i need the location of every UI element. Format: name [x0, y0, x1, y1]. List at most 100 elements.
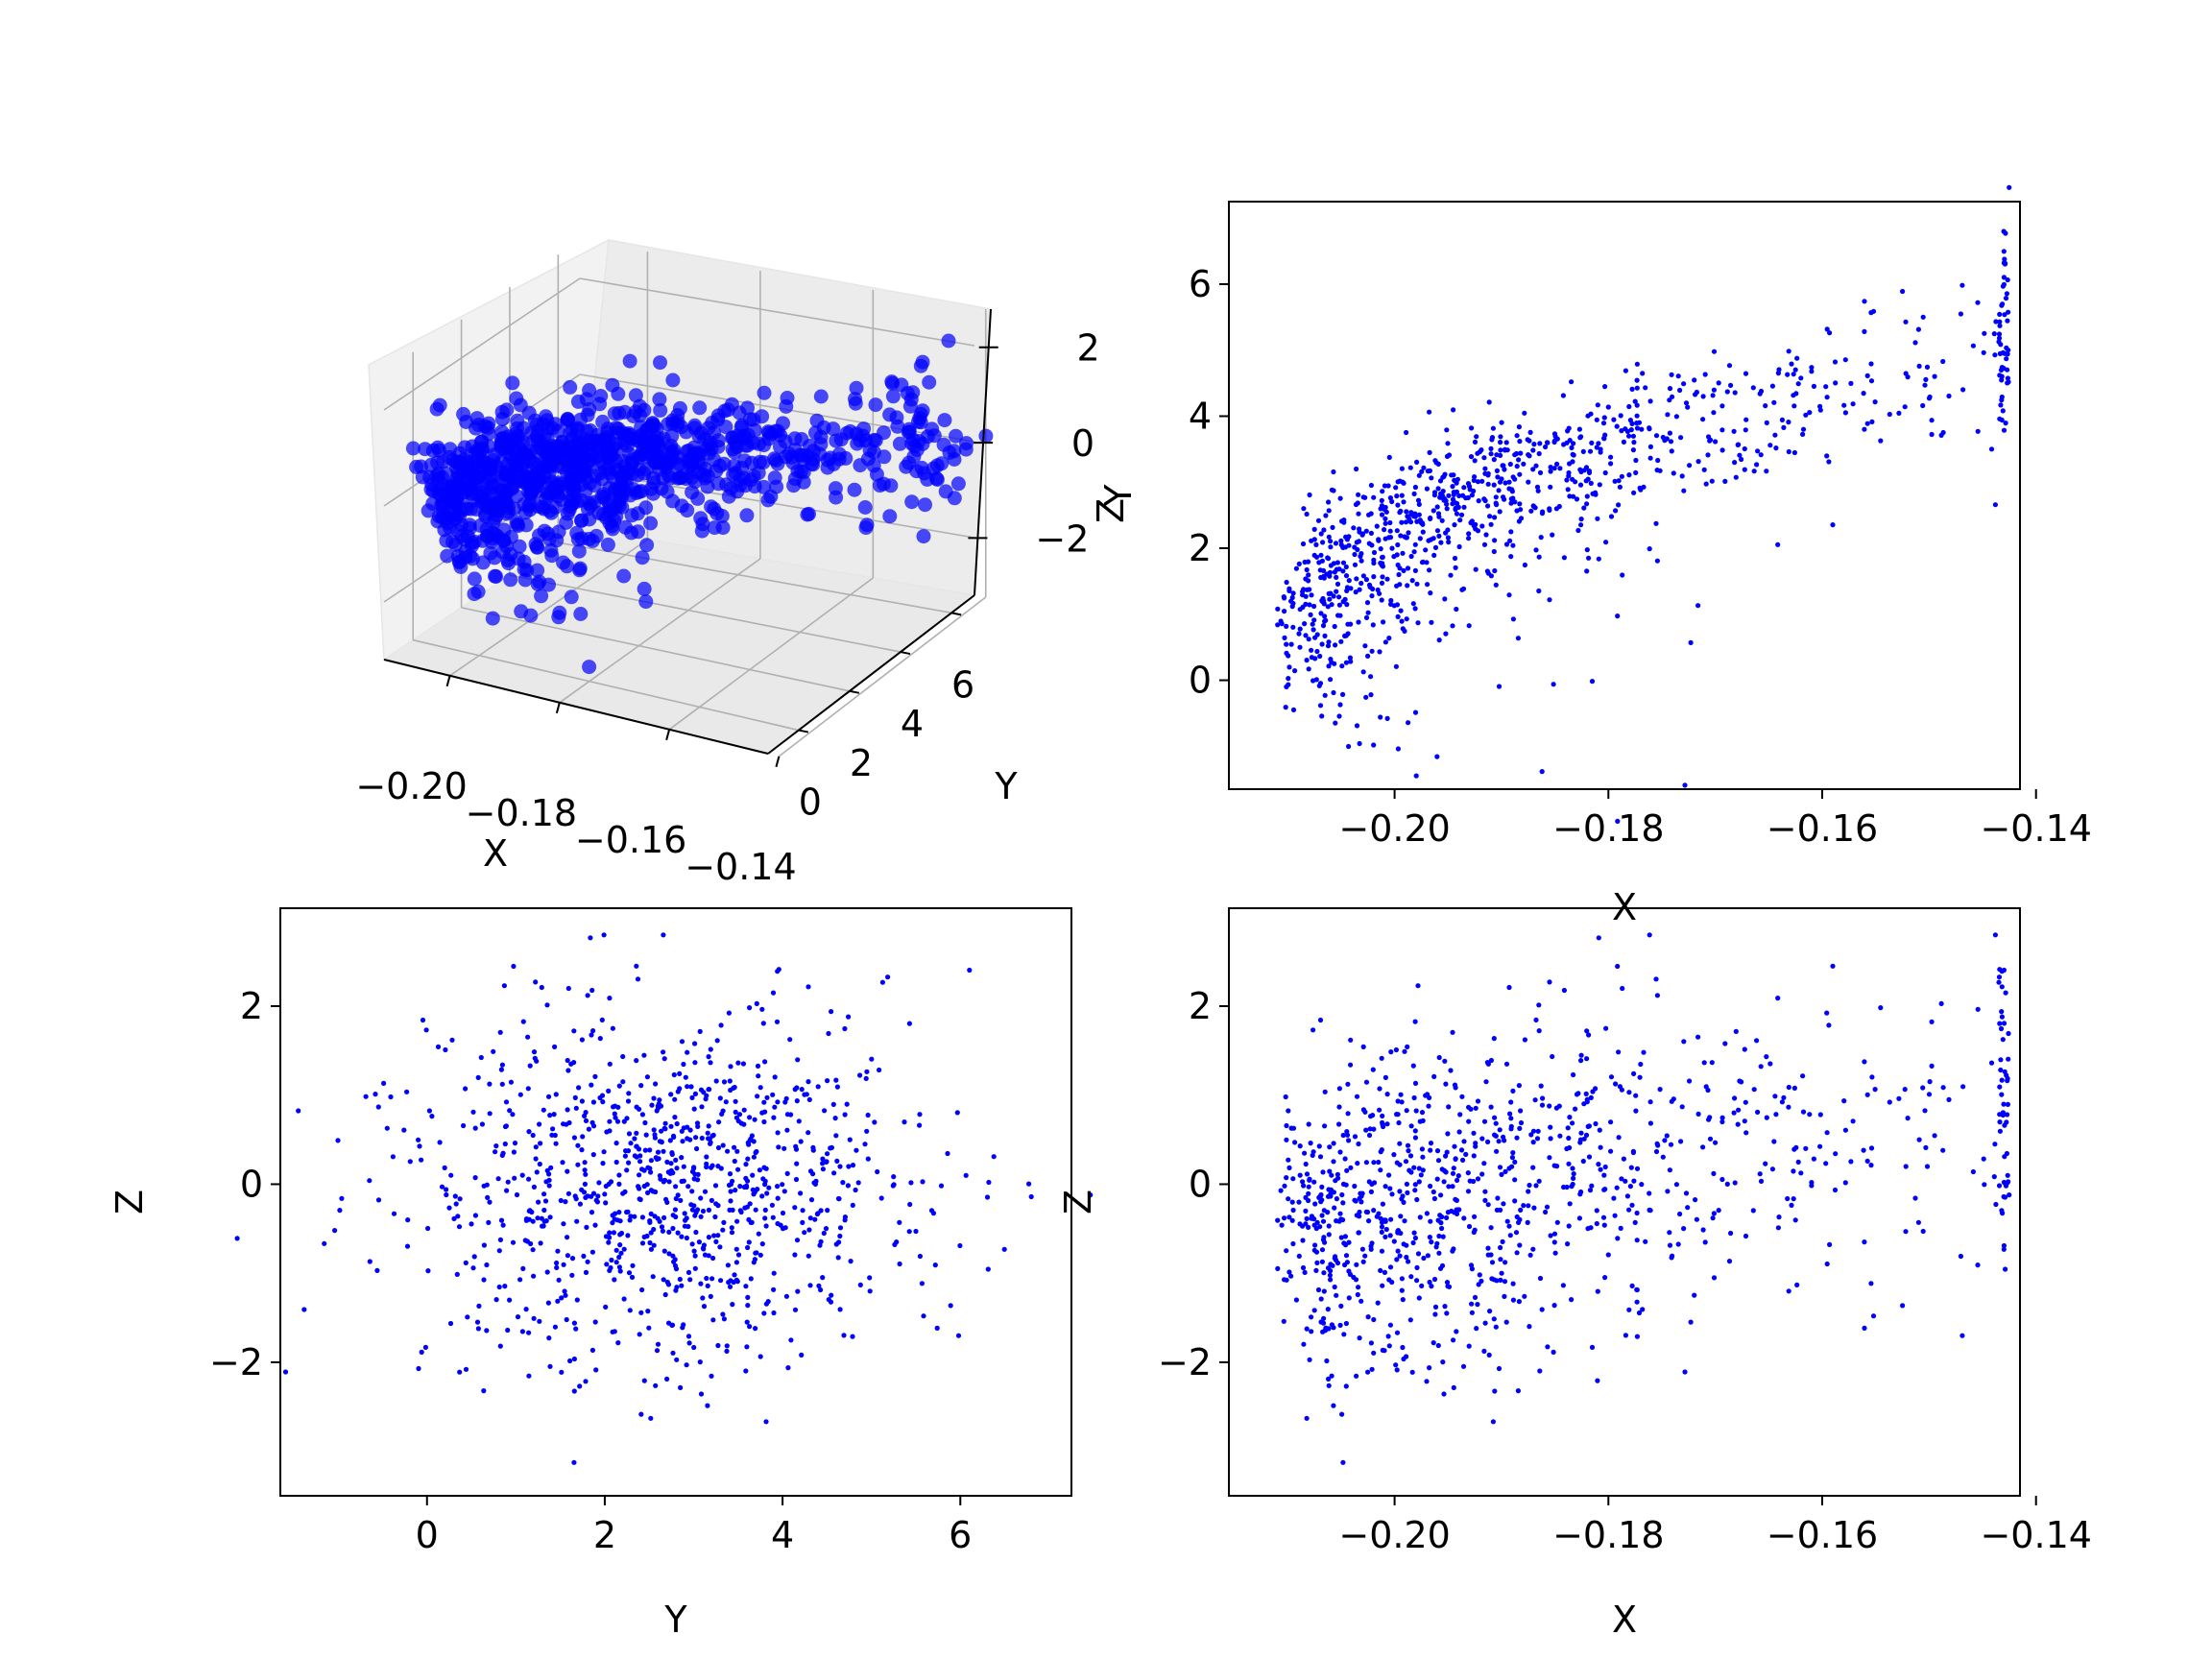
scatter-point-y-vs-z [932, 1262, 938, 1268]
scatter-point-y-vs-z [569, 1272, 575, 1278]
scatter-point-y-vs-z [678, 1197, 684, 1203]
scatter-point-y-vs-z [517, 1092, 523, 1097]
scatter-point-y-vs-z [454, 1271, 460, 1277]
scatter-point-x-vs-y [1791, 403, 1797, 409]
scatter-point-y-vs-z [472, 1175, 478, 1181]
scatter-point-x-vs-y [1946, 393, 1952, 399]
scatter-point-y-vs-z [730, 1178, 735, 1184]
scatter-point-x-vs-y [1431, 490, 1438, 495]
scatter-point-y-vs-z [681, 1164, 686, 1169]
scatter-point-x-vs-z [1380, 1113, 1385, 1118]
scatter-point-y-vs-z [538, 1141, 543, 1146]
scatter-point-y-vs-z [592, 1319, 598, 1325]
scatter-point-3d [726, 468, 741, 483]
scatter-point-x-vs-y [1719, 447, 1725, 453]
scatter-point-x-vs-z [1366, 1218, 1372, 1224]
scatter-point-x-vs-y [1577, 435, 1583, 441]
scatter-point-x-vs-y [1366, 582, 1373, 588]
scatter-point-y-vs-z [733, 1115, 740, 1120]
scatter-point-x-vs-z [1484, 1060, 1490, 1066]
scatter-point-x-vs-y [1393, 663, 1399, 669]
scatter-point-x-vs-y [1767, 443, 1773, 448]
scatter-point-x-vs-z [2000, 1112, 2006, 1118]
scatter-point-3d [405, 441, 421, 456]
scatter-point-y-vs-z [844, 1101, 850, 1107]
scatter-point-y-vs-z [771, 1310, 777, 1316]
scatter-point-y-vs-z [543, 1218, 549, 1224]
scatter-point-x-vs-z [1325, 1307, 1331, 1312]
scatter-point-y-vs-z [638, 1411, 644, 1417]
scatter-point-x-vs-z [1379, 1224, 1385, 1230]
scatter-point-3d [868, 433, 883, 448]
scatter-point-x-vs-y [1370, 622, 1376, 628]
scatter-point-x-vs-z [1395, 1228, 1401, 1234]
scatter-point-x-vs-z [1736, 1107, 1742, 1113]
scatter-point-x-vs-y [1605, 404, 1611, 410]
scatter-point-x-vs-y [1502, 467, 1507, 472]
scatter-point-y-vs-z [689, 1189, 695, 1194]
scatter-point-x-vs-y [1406, 530, 1411, 536]
scatter-point-x-vs-y [1521, 461, 1527, 467]
scatter-point-y-vs-z [736, 1112, 743, 1118]
scatter-point-y-vs-z [388, 1094, 394, 1100]
scatter-point-x-vs-z [2004, 1150, 2009, 1157]
scatter-point-x-vs-y [1574, 496, 1580, 502]
scatter-point-x-vs-y [1902, 404, 1908, 410]
scatter-point-x-vs-z [1521, 1203, 1527, 1209]
scatter-point-y-vs-z [601, 932, 607, 938]
scatter-point-x-vs-y [1848, 380, 1854, 386]
scatter-point-y-vs-z [617, 1218, 623, 1224]
scatter-point-x-vs-z [1328, 1193, 1334, 1199]
scatter-point-y-vs-z [538, 1240, 543, 1246]
scatter-point-3d [697, 470, 712, 486]
scatter-point-x-vs-y [1394, 528, 1400, 534]
scatter-point-y-vs-z [600, 1099, 606, 1105]
scatter-point-x-vs-z [1594, 1208, 1599, 1214]
scatter-point-x-vs-z [1771, 1139, 1777, 1144]
scatter-point-x-vs-z [1862, 1325, 1867, 1331]
scatter-point-x-vs-y [1293, 565, 1299, 571]
scatter-point-x-vs-z [1459, 1094, 1465, 1099]
scatter-point-y-vs-z [740, 1061, 747, 1067]
scatter-point-y-vs-z [375, 1104, 381, 1110]
scatter-point-x-vs-y [2006, 309, 2011, 315]
scatter-point-x-vs-z [1339, 1411, 1345, 1417]
scatter-point-3d [639, 538, 655, 553]
scatter-point-y-vs-z [457, 1369, 463, 1375]
scatter-point-x-vs-y [1575, 527, 1581, 534]
scatter-point-x-vs-z [1671, 1096, 1676, 1102]
scatter-point-y-vs-z [672, 1207, 679, 1213]
scatter-point-y-vs-z [692, 1265, 698, 1271]
scatter-point-x-vs-y [1481, 541, 1488, 547]
scatter-point-y-vs-z [775, 1099, 781, 1105]
scatter-point-y-vs-z [579, 1037, 586, 1043]
scatter-point-x-vs-z [1578, 1052, 1584, 1058]
scatter-point-x-vs-z [1569, 1297, 1575, 1303]
scatter-point-x-vs-y [1368, 530, 1374, 537]
scatter-point-y-vs-z [478, 1054, 484, 1061]
scatter-point-x-vs-y [1376, 537, 1382, 542]
scatter-point-x-vs-y [1500, 463, 1505, 469]
scatter-point-3d [859, 517, 875, 533]
scatter-point-x-vs-y [1791, 449, 1797, 456]
scatter-point-y-vs-z [705, 1130, 710, 1136]
scatter-point-x-vs-z [1633, 1108, 1639, 1114]
scatter-point-x-vs-y [1823, 384, 1829, 390]
scatter-point-x-vs-z [1415, 1251, 1422, 1257]
scatter-point-x-vs-y [1414, 459, 1420, 465]
scatter-point-x-vs-y [1332, 661, 1337, 666]
scatter-point-x-vs-y [1377, 649, 1382, 655]
scatter-point-x-vs-y [1384, 715, 1390, 722]
scatter-point-y-vs-z [583, 1194, 589, 1200]
scatter-point-3d [582, 531, 597, 546]
scatter-point-x-vs-y [1711, 349, 1718, 354]
scatter-point-y-vs-z [628, 1214, 634, 1219]
scatter-point-x-vs-z [1468, 1106, 1474, 1112]
scatter-point-y-vs-z [502, 1284, 508, 1289]
scatter-point-3d [436, 454, 450, 469]
scatter-point-x-vs-z [1824, 1130, 1830, 1136]
scatter-point-y-vs-z [481, 1277, 487, 1283]
scatter-point-x-vs-z [1571, 1171, 1576, 1177]
scatter-point-x-vs-z [1516, 1299, 1522, 1305]
scatter-point-y-vs-z [799, 1087, 805, 1093]
